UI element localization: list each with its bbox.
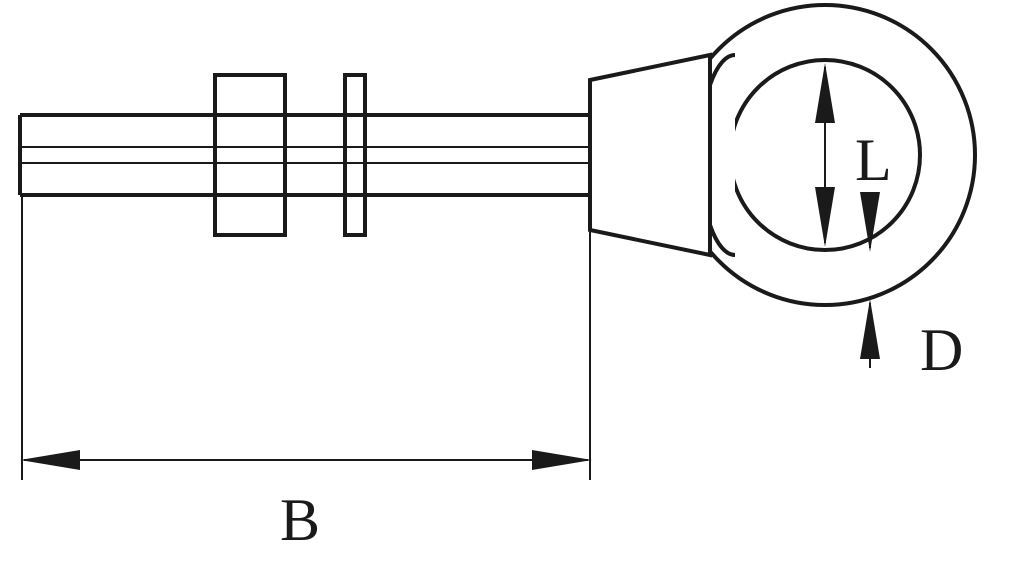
nut xyxy=(215,75,285,235)
dim-D-label: D xyxy=(920,317,963,383)
dim-L-label: L xyxy=(855,127,892,193)
eye-bolt-diagram: B L D xyxy=(0,0,1013,570)
washer xyxy=(345,75,365,235)
dim-B-label: B xyxy=(280,487,320,553)
ferrule xyxy=(590,55,710,255)
